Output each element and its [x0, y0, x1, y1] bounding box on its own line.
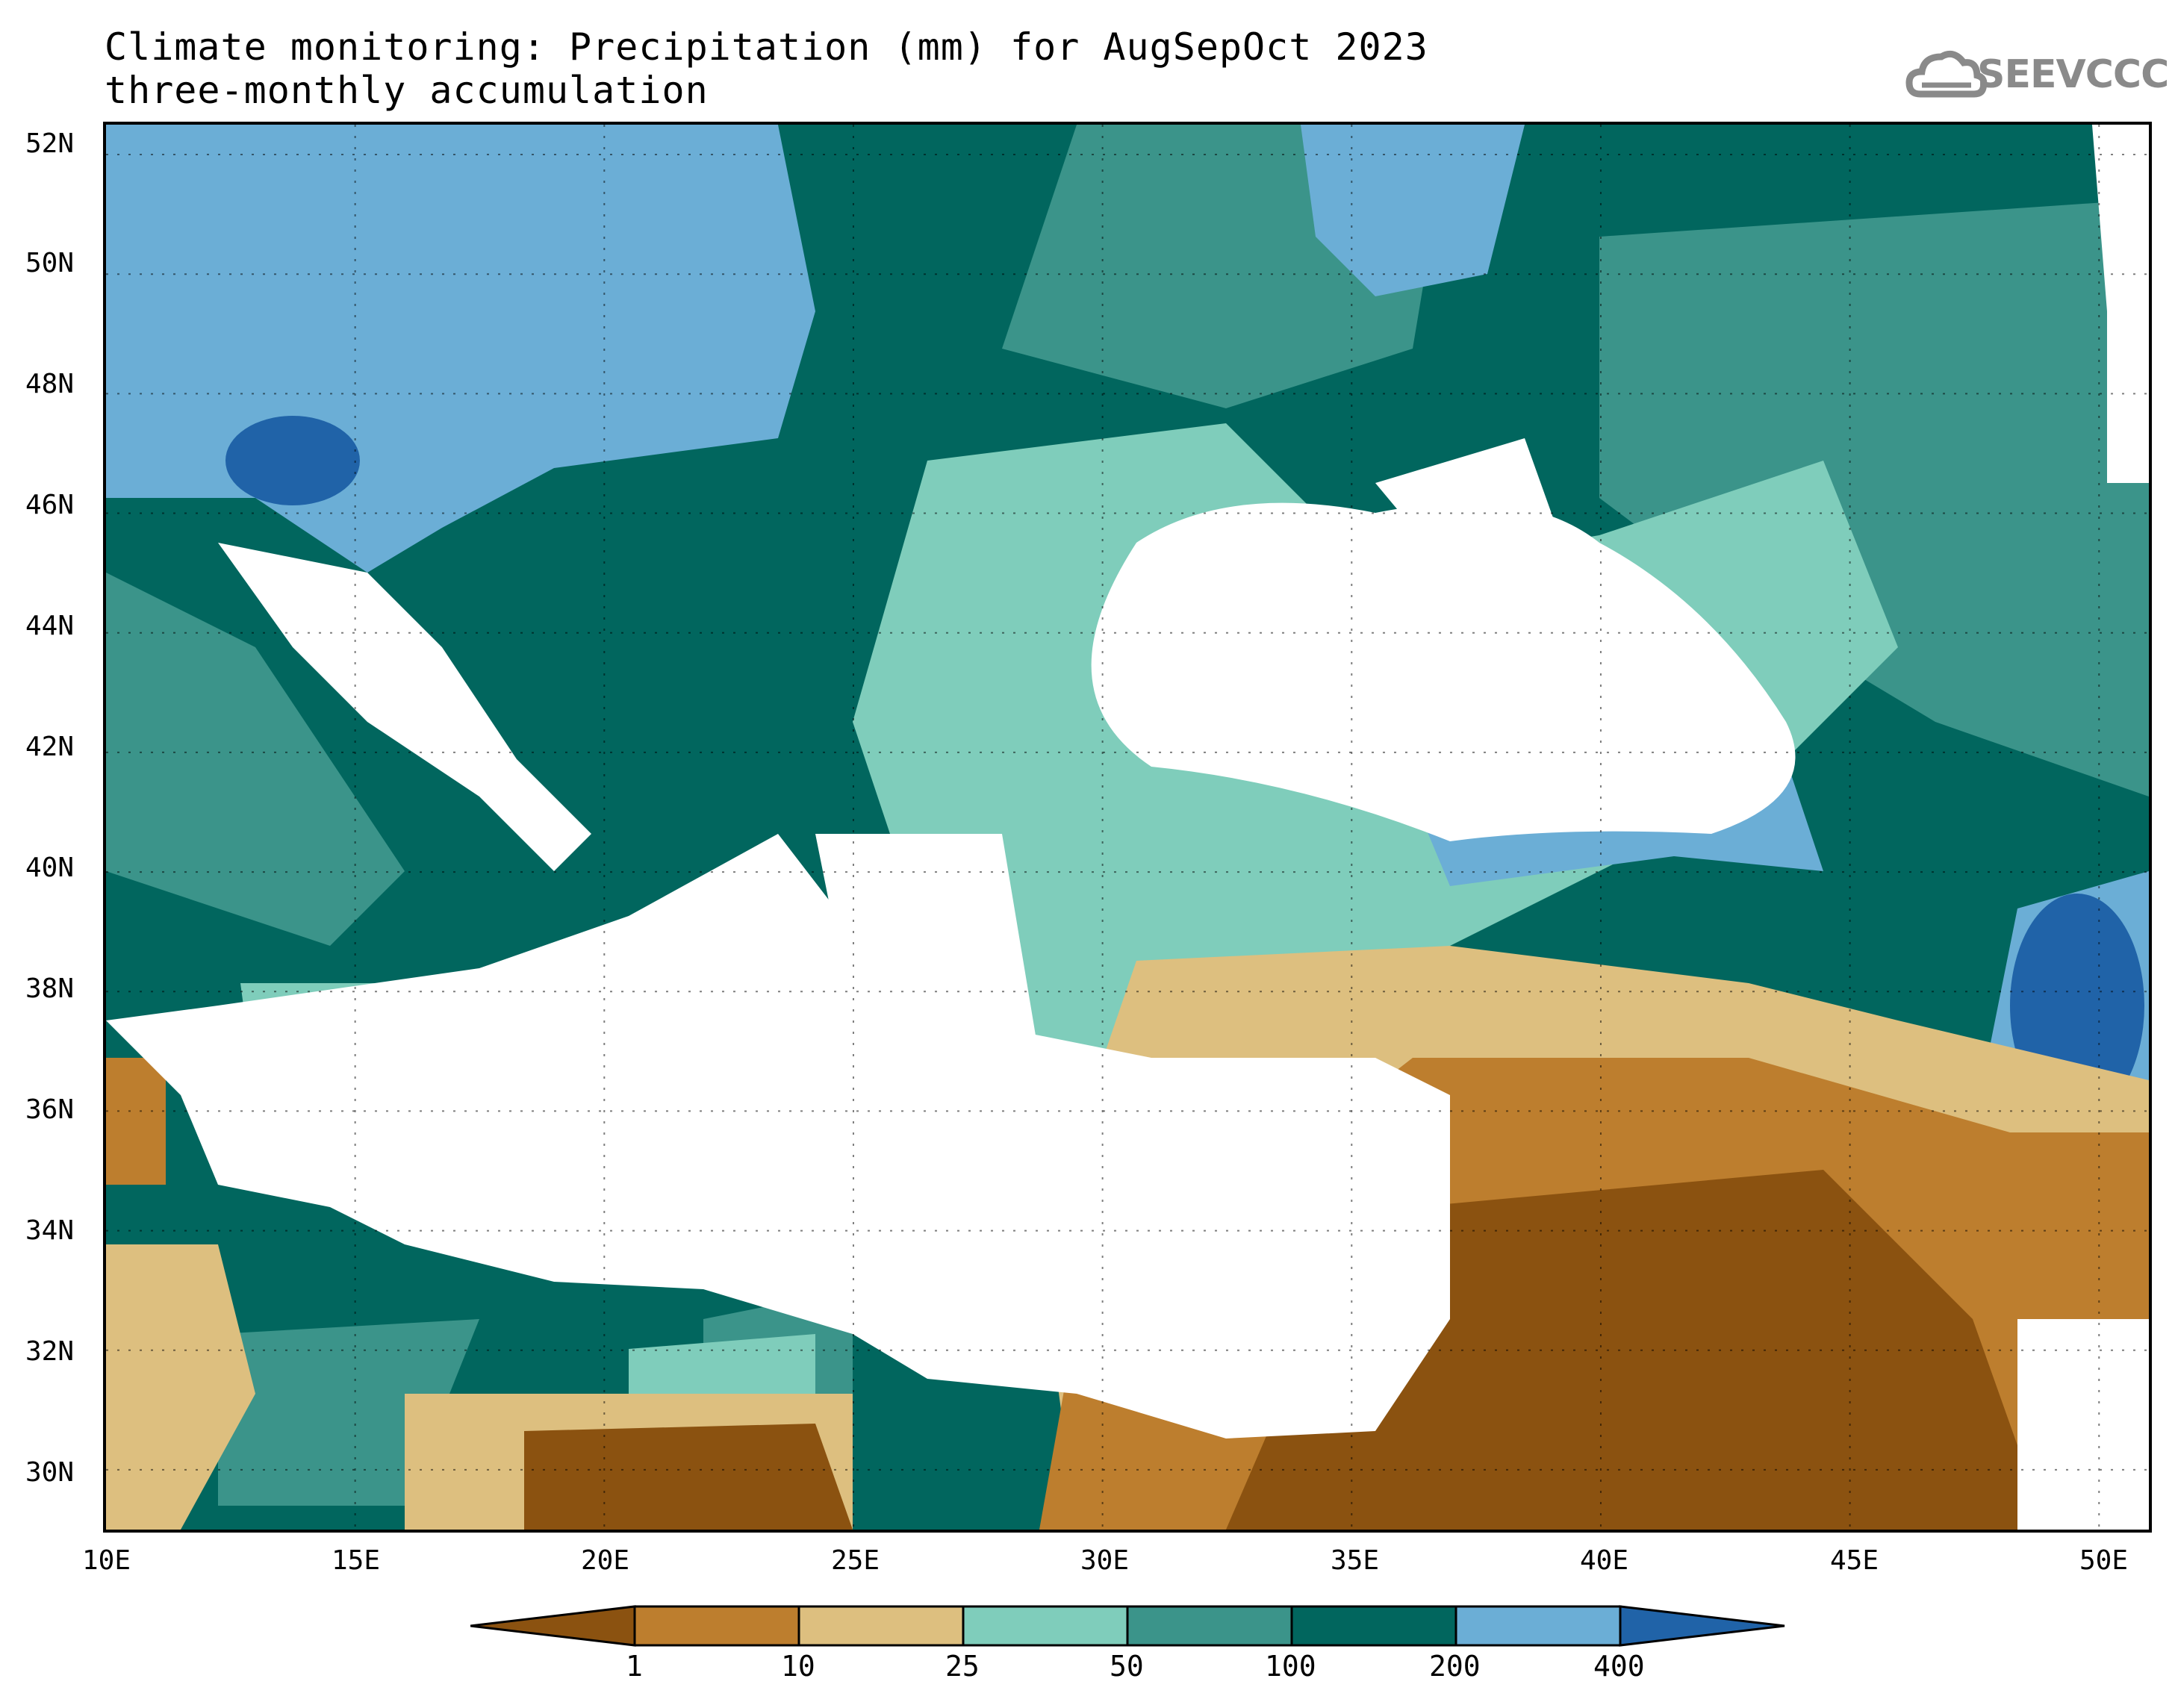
colorbar-label: 50 — [1110, 1650, 1144, 1683]
lon-tick-label: 20E — [581, 1545, 630, 1576]
lat-tick-label: 42N — [25, 732, 75, 762]
colorbar-label: 100 — [1265, 1650, 1316, 1683]
chart-subtitle: three-monthly accumulation — [105, 69, 709, 112]
lat-tick-label: 44N — [25, 611, 75, 641]
lon-tick-label: 10E — [82, 1545, 131, 1576]
colorbar-label: 200 — [1429, 1650, 1481, 1683]
sea-of-azov — [1375, 438, 1562, 573]
colorbar-cell — [1126, 1605, 1293, 1647]
colorbar-cell — [1290, 1605, 1457, 1647]
colorbar-label: 10 — [781, 1650, 815, 1683]
precip-band-below-1 — [524, 1424, 853, 1530]
precip-band-25-50 — [629, 1334, 815, 1394]
lat-tick-label: 50N — [25, 248, 75, 278]
chart-title: Climate monitoring: Precipitation (mm) f… — [105, 25, 1428, 69]
precip-band-200-400 — [1301, 125, 1525, 296]
lat-tick-label: 52N — [25, 128, 75, 159]
aegean-sea — [815, 834, 1039, 1058]
precip-band-50-100 — [1599, 199, 2149, 797]
colorbar-cell — [1454, 1605, 1622, 1647]
mediterranean-sea — [106, 834, 1450, 1439]
colorbar-cell — [470, 1605, 636, 1647]
lat-tick-label: 32N — [25, 1336, 75, 1367]
precip-band-400-plus — [225, 416, 360, 505]
lon-tick-label: 40E — [1580, 1545, 1629, 1576]
lon-tick-label: 50E — [2079, 1545, 2129, 1576]
lon-tick-label: 30E — [1080, 1545, 1130, 1576]
lon-tick-label: 35E — [1331, 1545, 1380, 1576]
cloud-icon — [1905, 50, 1988, 98]
lat-tick-label: 38N — [25, 973, 75, 1004]
colorbar-cell — [797, 1605, 965, 1647]
lon-tick-label: 25E — [831, 1545, 880, 1576]
adriatic-sea — [218, 543, 591, 871]
lat-tick-label: 40N — [25, 853, 75, 883]
colorbar-label: 400 — [1593, 1650, 1645, 1683]
colorbar-cell — [962, 1605, 1129, 1647]
colorbar-label: 25 — [945, 1650, 980, 1683]
colorbar — [470, 1605, 1785, 1647]
colorbar-label: 1 — [626, 1650, 643, 1683]
precip-band-10-25 — [106, 1244, 255, 1530]
lat-tick-label: 34N — [25, 1215, 75, 1246]
lat-tick-label: 46N — [25, 490, 75, 520]
logo-text: SEEVCCC — [1977, 52, 2169, 97]
persian-gulf — [2017, 1319, 2149, 1530]
map-canvas — [106, 125, 2149, 1530]
lon-tick-label: 45E — [1830, 1545, 1879, 1576]
precipitation-map — [103, 122, 2152, 1533]
precip-band-1-10 — [106, 1058, 166, 1185]
precip-band-50-100 — [106, 573, 405, 946]
lat-tick-label: 36N — [25, 1094, 75, 1125]
lat-tick-label: 48N — [25, 369, 75, 399]
black-sea — [1091, 502, 1796, 841]
colorbar-cell — [1619, 1605, 1785, 1647]
colorbar-cell — [633, 1605, 800, 1647]
lat-tick-label: 30N — [25, 1457, 75, 1488]
lon-tick-label: 15E — [332, 1545, 381, 1576]
